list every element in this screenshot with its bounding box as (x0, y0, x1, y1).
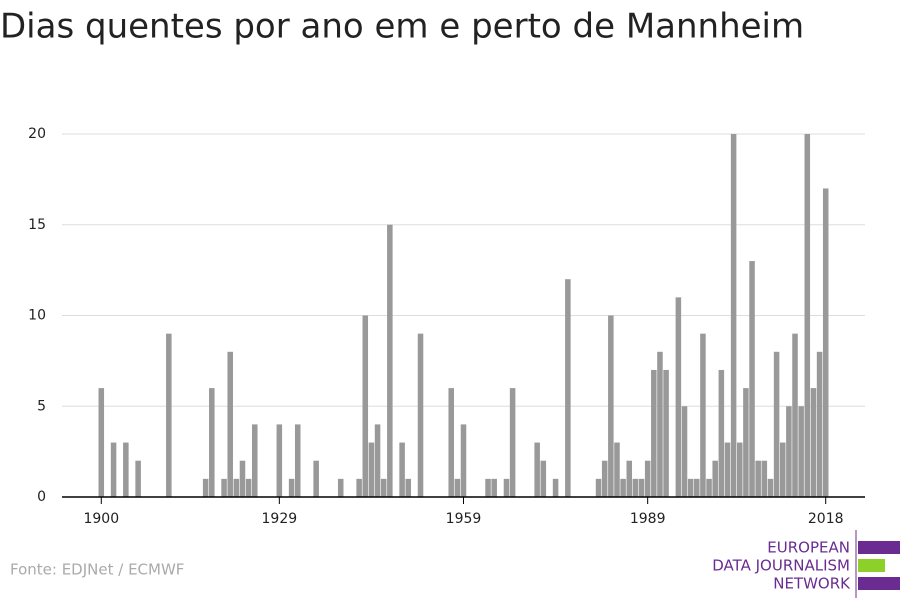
bar (337, 478, 344, 497)
y-tick-label: 20 (28, 126, 46, 142)
bar (123, 442, 129, 497)
bar (773, 351, 780, 497)
bar (460, 424, 467, 497)
x-tick-label: 1900 (83, 511, 119, 527)
bar (718, 369, 725, 497)
bar (356, 478, 362, 497)
bar (755, 460, 761, 497)
bar (749, 261, 755, 497)
bar (761, 460, 768, 497)
bar (657, 351, 663, 497)
bar (387, 224, 393, 497)
bar (608, 315, 614, 497)
bar (681, 406, 688, 497)
bar (135, 460, 141, 497)
bar (816, 351, 823, 497)
bar (552, 478, 559, 497)
bar (743, 388, 749, 497)
x-tick-label: 1929 (262, 511, 298, 527)
x-tick-label: 2018 (808, 511, 844, 527)
bar (448, 388, 454, 497)
bar (700, 333, 706, 497)
bar (614, 442, 620, 497)
bar (779, 442, 786, 497)
bar (380, 478, 387, 497)
bar (252, 424, 258, 497)
bar (399, 442, 405, 497)
bar (454, 478, 461, 497)
bar (313, 460, 319, 497)
chart-title: Dias quentes por ano em e perto de Mannh… (0, 7, 804, 47)
bar (638, 478, 645, 497)
bar (712, 460, 718, 497)
bar (675, 297, 682, 497)
bar (724, 442, 731, 497)
logo-bar (858, 559, 885, 572)
bar (620, 478, 626, 497)
bar (227, 351, 233, 497)
bar (276, 424, 283, 497)
bar (485, 478, 491, 497)
logo-text: EUROPEAN (767, 539, 850, 557)
logo-text: DATA JOURNALISM (712, 557, 850, 575)
bar (166, 333, 172, 497)
logo-text: NETWORK (773, 575, 851, 593)
bar (694, 478, 700, 497)
logo: EUROPEAN DATA JOURNALISM NETWORK (712, 530, 900, 598)
bar (110, 442, 117, 497)
y-tick-label: 0 (37, 489, 46, 505)
bar (362, 315, 369, 497)
bar (233, 478, 240, 497)
bar (730, 134, 737, 497)
bar (374, 424, 381, 497)
bar (503, 478, 510, 497)
y-tick-label: 5 (37, 398, 46, 414)
bar (644, 460, 651, 497)
bar (663, 369, 669, 497)
bar (245, 478, 252, 497)
bar (626, 460, 633, 497)
bar (651, 369, 657, 497)
x-tick-label: 1959 (446, 511, 482, 527)
x-tick-label: 1989 (630, 511, 666, 527)
bar (601, 460, 608, 497)
bar (221, 478, 227, 497)
logo-bar (858, 541, 900, 554)
bar (368, 442, 375, 497)
bar (565, 279, 571, 497)
bar (417, 333, 424, 497)
bar (822, 188, 829, 497)
bar (540, 460, 547, 497)
bar (786, 406, 792, 497)
bar (687, 478, 694, 497)
bar (706, 478, 712, 497)
y-tick-label: 10 (28, 308, 46, 324)
bar (804, 134, 811, 497)
bar (595, 478, 602, 497)
bar (632, 478, 639, 497)
y-tick-label: 15 (28, 217, 46, 233)
bar (798, 406, 804, 497)
bar (534, 442, 540, 497)
bar (288, 478, 295, 497)
bar (491, 478, 497, 497)
bar (98, 388, 105, 497)
bar (509, 388, 516, 497)
logo-bar (858, 577, 900, 590)
bar (202, 478, 209, 497)
bar (405, 478, 412, 497)
source: Fonte: EDJNet / ECMWF (10, 561, 184, 579)
bar (294, 424, 301, 497)
bar (736, 442, 743, 497)
bar (239, 460, 246, 497)
bar (209, 388, 215, 497)
bar (792, 333, 798, 497)
bar (767, 478, 774, 497)
bar (810, 388, 817, 497)
